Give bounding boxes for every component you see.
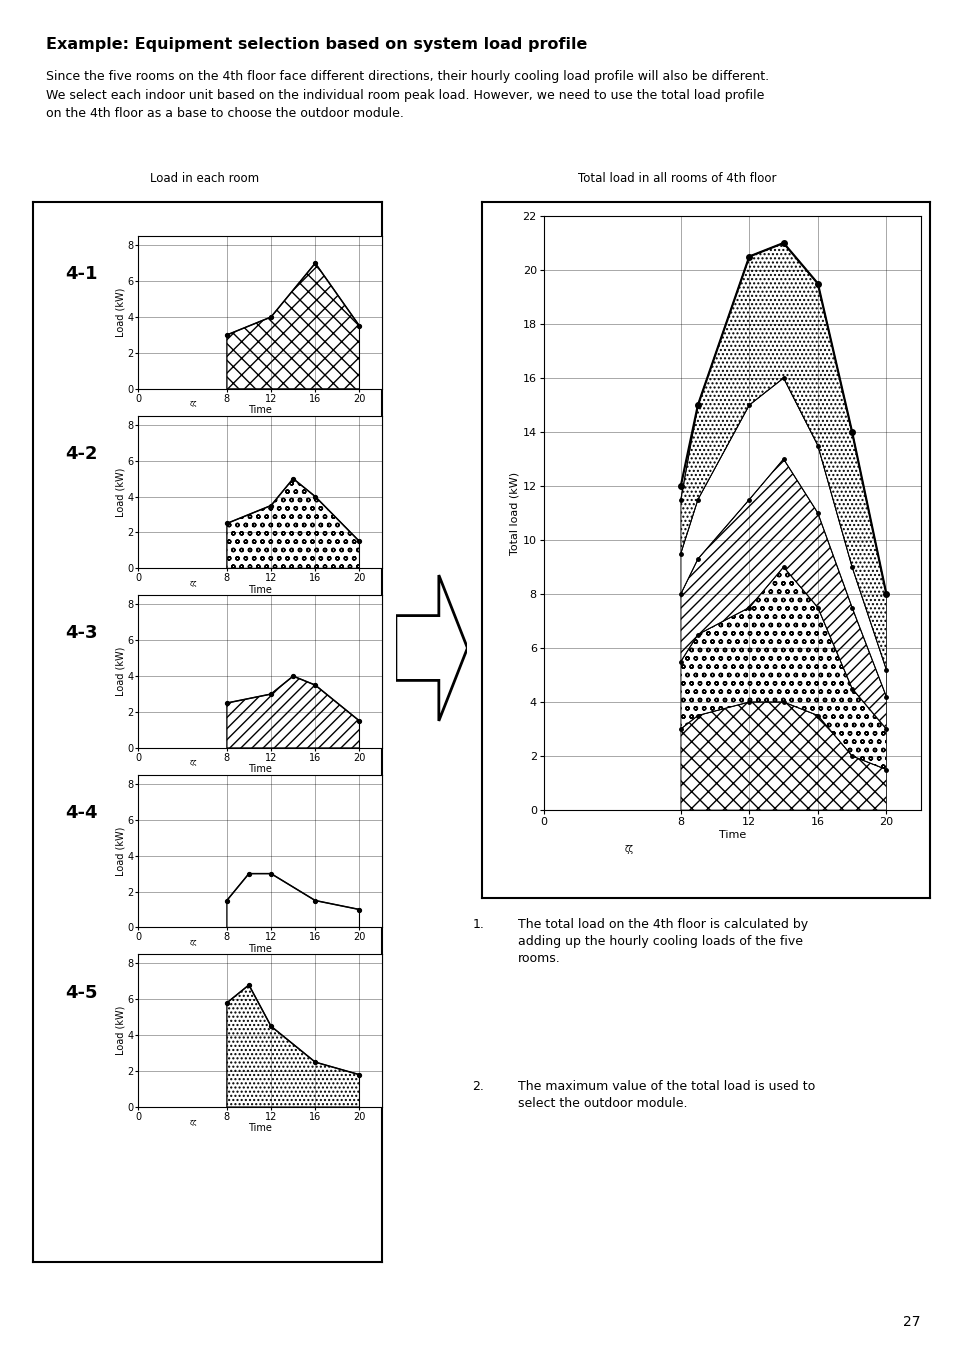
X-axis label: Time: Time (248, 1123, 272, 1133)
Text: Since the five rooms on the 4th floor face different directions, their hourly co: Since the five rooms on the 4th floor fa… (46, 70, 768, 120)
Text: 1.: 1. (472, 918, 483, 932)
Polygon shape (680, 702, 885, 810)
Text: ζζ: ζζ (190, 580, 197, 587)
Text: ζζ: ζζ (624, 845, 633, 855)
Text: 2.: 2. (472, 1080, 483, 1092)
Y-axis label: Load (kW): Load (kW) (115, 826, 126, 876)
X-axis label: Time: Time (248, 944, 272, 953)
Y-axis label: Total load (kW): Total load (kW) (509, 471, 519, 555)
Y-axis label: Load (kW): Load (kW) (115, 467, 126, 517)
Text: 4-2: 4-2 (65, 446, 98, 463)
Text: ζζ: ζζ (190, 940, 197, 946)
Polygon shape (395, 575, 467, 721)
Y-axis label: Load (kW): Load (kW) (115, 288, 126, 338)
Polygon shape (227, 986, 359, 1107)
Text: ζζ: ζζ (190, 1119, 197, 1126)
Text: The total load on the 4th floor is calculated by
adding up the hourly cooling lo: The total load on the 4th floor is calcu… (517, 918, 807, 965)
Text: 27: 27 (902, 1315, 920, 1330)
Polygon shape (227, 873, 359, 927)
X-axis label: Time: Time (248, 585, 272, 594)
Polygon shape (680, 459, 885, 729)
Text: Example: Equipment selection based on system load profile: Example: Equipment selection based on sy… (46, 36, 586, 53)
X-axis label: Time: Time (248, 764, 272, 774)
Text: 4-4: 4-4 (65, 805, 98, 822)
Polygon shape (227, 263, 359, 389)
Polygon shape (680, 378, 885, 697)
Text: The maximum value of the total load is used to
select the outdoor module.: The maximum value of the total load is u… (517, 1080, 815, 1110)
Polygon shape (227, 479, 359, 568)
Y-axis label: Load (kW): Load (kW) (115, 1006, 126, 1056)
Polygon shape (680, 243, 885, 670)
X-axis label: Time: Time (248, 405, 272, 414)
Text: ζζ: ζζ (190, 760, 197, 767)
Text: 4-1: 4-1 (65, 266, 98, 283)
Y-axis label: Load (kW): Load (kW) (115, 647, 126, 697)
Text: Total load in all rooms of 4th floor: Total load in all rooms of 4th floor (577, 171, 776, 185)
X-axis label: Time: Time (718, 830, 745, 840)
Text: Load in each room: Load in each room (150, 171, 259, 185)
Text: 4-5: 4-5 (65, 984, 98, 1002)
Polygon shape (680, 567, 885, 770)
Polygon shape (227, 676, 359, 748)
Text: 4-3: 4-3 (65, 625, 98, 643)
Text: ζζ: ζζ (190, 401, 197, 408)
